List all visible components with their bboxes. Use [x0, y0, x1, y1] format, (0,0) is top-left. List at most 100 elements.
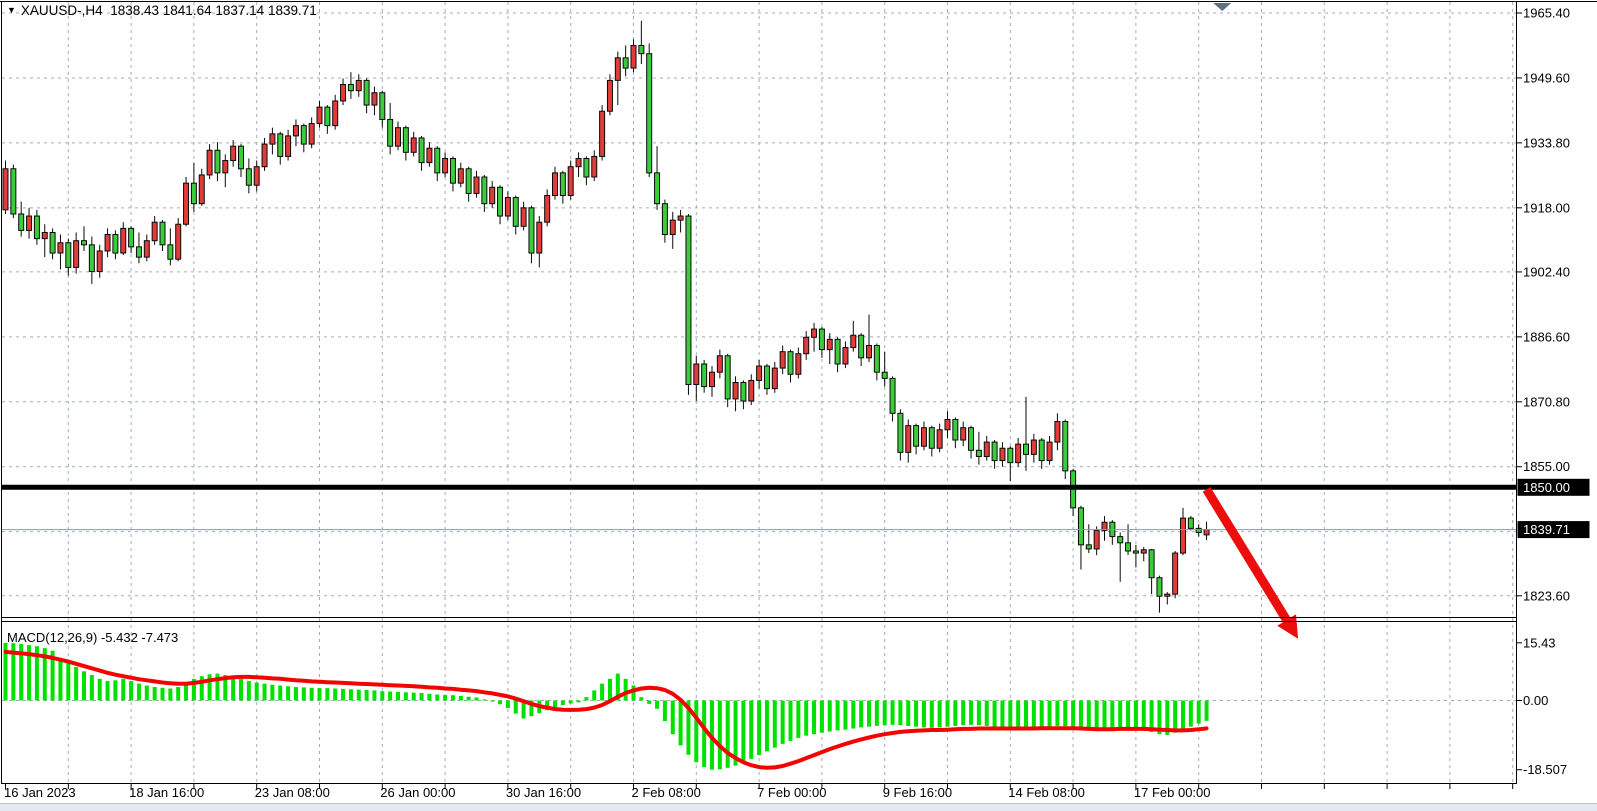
bull-candle-body: [206, 149, 213, 176]
price-level-lines[interactable]: [2, 484, 1516, 531]
pane-borders: [0, 1, 1597, 784]
macd-histogram-bar: [1196, 700, 1201, 724]
bear-candle-body: [88, 244, 95, 273]
trend-arrow-annotation[interactable]: [1202, 486, 1299, 639]
macd-histogram-bar: [1181, 700, 1185, 730]
macd-histogram-bar: [615, 673, 620, 701]
time-axis[interactable]: 16 Jan 2023 18 Jan 16:00 23 Jan 08:00 26 Ja…: [4, 784, 1514, 800]
macd-histogram-bar: [1149, 700, 1154, 732]
macd-histogram-bar: [74, 666, 79, 701]
macd-histogram-bar: [929, 700, 934, 728]
bull-candle-body: [630, 44, 637, 69]
bear-candle-body: [638, 44, 645, 55]
macd-histogram-bar: [670, 700, 675, 735]
open-value: 1838.43: [110, 3, 160, 18]
macd-indicator: [3, 642, 1209, 770]
bull-candle-body: [1203, 529, 1210, 536]
axis-label: 0.00: [1523, 693, 1548, 708]
bear-candle-body: [975, 449, 982, 457]
bull-candle-body: [1015, 443, 1022, 464]
macd-histogram-bar: [333, 688, 338, 701]
macd-histogram-bar: [1063, 700, 1068, 727]
macd-histogram-bar: [882, 700, 887, 726]
bull-candle-body: [944, 418, 951, 431]
macd-histogram-bar: [898, 700, 903, 726]
bear-candle-body: [1156, 577, 1163, 597]
bull-candle-body: [905, 425, 912, 453]
macd-histogram-bar: [293, 687, 298, 701]
bull-candle-body: [520, 207, 527, 227]
bull-candle-body: [999, 447, 1006, 462]
resistance-price-badge: [1517, 478, 1590, 496]
collapse-indicator-icon[interactable]: ▼: [7, 5, 16, 15]
bull-candle-body: [920, 427, 927, 447]
macd-histogram-bar: [796, 700, 801, 738]
macd-histogram-bar: [945, 700, 950, 727]
macd-histogram-bar: [1078, 700, 1083, 729]
bull-candle-body: [1030, 439, 1037, 455]
macd-histogram-bar: [191, 678, 196, 701]
macd-values: -5.432 -7.473: [100, 630, 179, 645]
bull-candle-body: [1054, 421, 1061, 443]
bear-candle-body: [300, 125, 307, 145]
macd-histogram-bar: [513, 700, 518, 714]
macd-histogram-bar: [647, 700, 652, 704]
close-value: 1839.71: [267, 3, 317, 18]
macd-histogram-bar: [545, 700, 550, 711]
bull-candle-body: [842, 347, 849, 365]
bull-candle-body: [567, 166, 574, 196]
bear-candle-body: [622, 57, 629, 69]
axis-label: 1850.00: [1523, 480, 1570, 495]
macd-histogram-bar: [1118, 700, 1123, 728]
macd-histogram-bar: [231, 676, 236, 701]
macd-histogram-bar: [655, 700, 660, 709]
price-axis[interactable]: 1965.40 1949.60 1933.80 1918.00 1902.40 1886.…: [1517, 6, 1590, 778]
axis-label: 1918.00: [1523, 200, 1570, 215]
macd-histogram-bar: [961, 700, 966, 726]
bull-candle-body: [308, 123, 315, 145]
bear-candle-body: [214, 149, 221, 174]
macd-histogram-bar: [270, 684, 275, 701]
macd-histogram-bar: [937, 700, 942, 728]
macd-histogram-bar: [207, 674, 212, 701]
bull-candle-body: [1093, 529, 1100, 550]
shift-marker-triangle-icon[interactable]: [1213, 3, 1232, 11]
macd-histogram-bar: [325, 688, 330, 701]
bear-candle-body: [10, 168, 17, 215]
bull-candle-body: [960, 427, 967, 441]
bull-candle-body: [1140, 549, 1147, 554]
axis-label: 17 Feb 00:00: [1134, 785, 1211, 800]
axis-label: 1839.71: [1523, 522, 1570, 537]
arrow-shaft[interactable]: [1202, 486, 1291, 623]
bear-candle-body: [481, 176, 488, 205]
bear-candle-body: [497, 186, 504, 217]
bull-candle-body: [473, 176, 480, 194]
chart-shift-marker[interactable]: [1213, 3, 1232, 11]
bull-candle-body: [253, 166, 260, 186]
bull-candle-body: [669, 219, 676, 236]
bear-candle-body: [834, 338, 841, 365]
bull-candle-body: [866, 344, 872, 359]
high-value: 1841.64: [162, 3, 212, 18]
bull-candle-body: [261, 143, 268, 168]
bear-candle-body: [112, 234, 119, 254]
bull-candle-body: [332, 100, 339, 127]
macd-histogram-bar: [780, 700, 785, 744]
bull-candle-body: [442, 157, 449, 174]
macd-histogram-bar: [1110, 700, 1115, 729]
bull-candle-body: [73, 240, 80, 268]
bull-candle-body: [709, 371, 715, 388]
bear-candle-body: [763, 365, 770, 390]
arrow-head[interactable]: [1277, 614, 1299, 639]
bull-candle-body: [803, 336, 810, 355]
bull-candle-body: [230, 145, 237, 162]
bear-candle-body: [991, 441, 998, 462]
macd-histogram-bar: [11, 643, 16, 701]
macd-histogram-bar: [223, 675, 228, 701]
macd-histogram-bar: [388, 691, 393, 701]
bear-candle-body: [559, 172, 566, 196]
bull-candle-body: [983, 441, 990, 457]
bull-candle-body: [504, 197, 511, 217]
bear-candle-body: [128, 227, 135, 248]
